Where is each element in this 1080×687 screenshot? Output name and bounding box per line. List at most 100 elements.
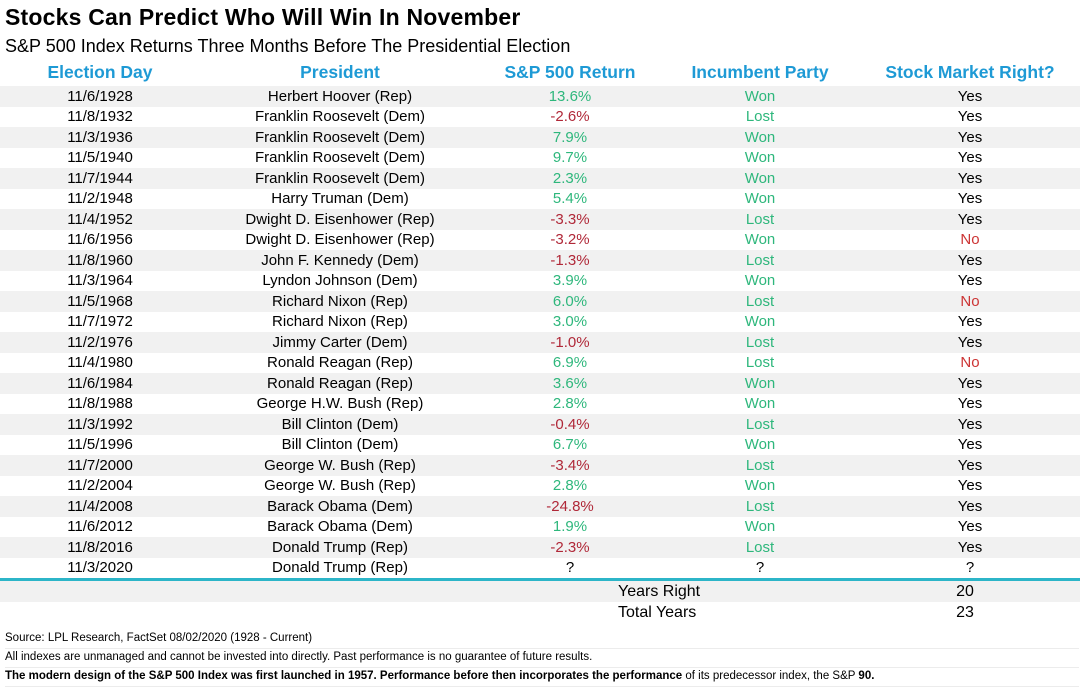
incumbent-party-cell: Lost: [745, 251, 775, 269]
election-day-cell: 11/6/1928: [67, 87, 133, 105]
president-cell: Richard Nixon (Rep): [272, 313, 408, 331]
president-cell: George H.W. Bush (Rep): [256, 395, 424, 413]
election-day-cell: 11/6/2012: [67, 518, 133, 536]
table-row: 11/4/1980 Ronald Reagan (Rep) 6.9% Lost No: [0, 353, 1080, 374]
election-day-cell: 11/4/1952: [67, 210, 133, 228]
sp500-return-cell: 2.3%: [552, 169, 588, 187]
election-day-cell: 11/2/2004: [67, 477, 133, 495]
stock-market-right-cell: No: [960, 231, 980, 249]
stock-market-right-cell: Yes: [957, 190, 983, 208]
incumbent-party-cell: Won: [744, 436, 776, 454]
stock-market-right-cell: Yes: [957, 436, 983, 454]
sp500-return-cell: 9.7%: [552, 149, 588, 167]
table-summary: Years Right 20 Total Years 23: [0, 578, 1080, 623]
summary-label: Total Years: [618, 603, 697, 621]
table-row: 11/7/1972 Richard Nixon (Rep) 3.0% Won Yes: [0, 312, 1080, 333]
table-row: 11/6/2012 Barack Obama (Dem) 1.9% Won Yes: [0, 517, 1080, 538]
note-bold-start: The modern design of the S&P 500 Index w…: [5, 670, 683, 682]
summary-value: 20: [956, 582, 974, 600]
election-day-cell: 11/2/1976: [67, 333, 133, 351]
table-row: 11/8/1988 George H.W. Bush (Rep) 2.8% Won Ye…: [0, 394, 1080, 415]
president-cell: George W. Bush (Rep): [264, 456, 416, 474]
stock-market-right-cell: Yes: [957, 251, 983, 269]
stock-market-right-cell: Yes: [957, 169, 983, 187]
election-day-cell: 11/3/1936: [67, 128, 133, 146]
sp500-return-cell: 7.9%: [552, 128, 588, 146]
election-day-cell: 11/8/1988: [67, 395, 133, 413]
table-row: 11/7/1944 Franklin Roosevelt (Dem) 2.3% Won…: [0, 168, 1080, 189]
incumbent-party-cell: Won: [744, 149, 776, 167]
sp500-return-cell: 6.7%: [552, 436, 588, 454]
election-day-cell: 11/7/1944: [67, 169, 133, 187]
summary-row: Years Right 20: [0, 581, 1080, 602]
president-cell: Franklin Roosevelt (Dem): [254, 128, 426, 146]
election-day-cell: 11/3/2020: [67, 559, 133, 577]
stock-market-right-cell: Yes: [957, 108, 983, 126]
stock-market-right-cell: Yes: [957, 333, 983, 351]
election-day-cell: 11/8/2016: [67, 538, 133, 556]
page-title: Stocks Can Predict Who Will Win In Novem…: [5, 4, 521, 30]
election-day-cell: 11/5/1968: [67, 292, 133, 310]
page-subtitle: S&P 500 Index Returns Three Months Befor…: [5, 36, 571, 56]
election-day-cell: 11/6/1956: [67, 231, 133, 249]
incumbent-party-cell: Lost: [745, 456, 775, 474]
incumbent-party-cell: Won: [744, 87, 776, 105]
president-cell: Franklin Roosevelt (Dem): [254, 108, 426, 126]
incumbent-party-cell: Lost: [745, 415, 775, 433]
column-header-sp500-return: S&P 500 Return: [504, 62, 636, 82]
sp500-return-cell: -2.6%: [550, 108, 590, 126]
incumbent-party-cell: Won: [744, 518, 776, 536]
stock-market-right-cell: Yes: [957, 149, 983, 167]
election-day-cell: 11/8/1960: [67, 251, 133, 269]
stock-market-right-cell: Yes: [957, 415, 983, 433]
president-cell: Franklin Roosevelt (Dem): [254, 149, 426, 167]
president-cell: Dwight D. Eisenhower (Rep): [245, 210, 435, 228]
stock-market-right-cell: ?: [965, 559, 975, 577]
incumbent-party-cell: Lost: [745, 333, 775, 351]
incumbent-party-cell: Won: [744, 231, 776, 249]
election-day-cell: 11/5/1940: [67, 149, 133, 167]
incumbent-party-cell: Won: [744, 128, 776, 146]
table-row: 11/3/1992 Bill Clinton (Dem) -0.4% Lost Yes: [0, 414, 1080, 435]
incumbent-party-cell: Lost: [745, 354, 775, 372]
election-day-cell: 11/4/1980: [67, 354, 133, 372]
note-bold-end: 90.: [858, 670, 875, 682]
table-row: 11/6/1928 Herbert Hoover (Rep) 13.6% Won Yes: [0, 86, 1080, 107]
table-row: 11/4/2008 Barack Obama (Dem) -24.8% Lost Yes: [0, 496, 1080, 517]
sp500-return-cell: ?: [565, 559, 575, 577]
sp500-return-cell: 3.0%: [552, 313, 588, 331]
stock-market-right-cell: Yes: [957, 210, 983, 228]
sp500-return-cell: -3.4%: [550, 456, 590, 474]
stock-market-right-cell: Yes: [957, 313, 983, 331]
table-row: 11/5/1996 Bill Clinton (Dem) 6.7% Won Yes: [0, 435, 1080, 456]
sp500-return-cell: 6.9%: [552, 354, 588, 372]
table-row: 11/2/1976 Jimmy Carter (Dem) -1.0% Lost Yes: [0, 332, 1080, 353]
summary-label: Years Right: [618, 582, 701, 600]
president-cell: Jimmy Carter (Dem): [272, 333, 408, 351]
table-row: 11/6/1984 Ronald Reagan (Rep) 3.6% Won Yes: [0, 373, 1080, 394]
stock-market-right-cell: Yes: [957, 538, 983, 556]
table-header-row: Election Day President S&P 500 Return In…: [0, 59, 1080, 86]
table-row: 11/5/1940 Franklin Roosevelt (Dem) 9.7% Won…: [0, 148, 1080, 169]
president-cell: Barack Obama (Dem): [267, 518, 413, 536]
footer: Source: LPL Research, FactSet 08/02/2020…: [0, 623, 1080, 687]
election-day-cell: 11/2/1948: [67, 190, 133, 208]
president-cell: Lyndon Johnson (Dem): [262, 272, 418, 290]
incumbent-party-cell: Lost: [745, 292, 775, 310]
incumbent-party-cell: Lost: [745, 538, 775, 556]
sp500-return-cell: 13.6%: [548, 87, 592, 105]
incumbent-party-cell: Won: [744, 272, 776, 290]
president-cell: Bill Clinton (Dem): [281, 436, 399, 454]
president-cell: Ronald Reagan (Rep): [267, 354, 413, 372]
president-cell: George W. Bush (Rep): [264, 477, 416, 495]
stock-market-right-cell: Yes: [957, 374, 983, 392]
election-day-cell: 11/7/1972: [67, 313, 133, 331]
sp500-return-cell: -24.8%: [546, 497, 594, 515]
stock-market-right-cell: Yes: [957, 518, 983, 536]
stock-market-right-cell: Yes: [957, 395, 983, 413]
sp500-return-cell: -0.4%: [550, 415, 590, 433]
note-line: The modern design of the S&P 500 Index w…: [5, 668, 1079, 687]
table-row: 11/6/1956 Dwight D. Eisenhower (Rep) -3.2%…: [0, 230, 1080, 251]
president-cell: Barack Obama (Dem): [267, 497, 413, 515]
table-row: 11/4/1952 Dwight D. Eisenhower (Rep) -3.3%…: [0, 209, 1080, 230]
